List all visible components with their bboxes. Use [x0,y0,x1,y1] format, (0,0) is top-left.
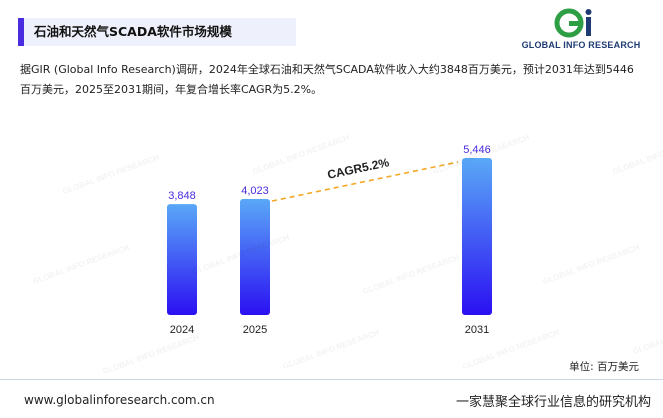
value-label-2024: 3,848 [168,190,196,202]
bar-2025 [240,199,270,315]
category-label-2031: 2031 [465,324,489,336]
value-label-2025: 4,023 [241,185,269,197]
bar-2024 [167,204,197,315]
bar-2031 [462,158,492,315]
header-bar [18,18,296,46]
logo: GLOBAL INFO RESEARCH [516,8,646,56]
summary-text: 据GIR (Global Info Research)调研，2024年全球石油和… [20,63,634,96]
logo-text: GLOBAL INFO RESEARCH [521,40,641,50]
unit-label: 单位: 百万美元 [569,361,639,373]
footer-divider [0,379,663,380]
website-link[interactable]: www.globalinforesearch.com.cn [24,393,215,407]
page-title: 石油和天然气SCADA软件市场规模 [34,24,232,39]
header-accent [18,18,24,46]
category-label-2025: 2025 [243,324,267,336]
category-label-2024: 2024 [170,324,194,336]
logo-mark-icon [554,8,592,38]
footer-slogan: 一家慧聚全球行业信息的研究机构 [455,395,651,410]
value-label-2031: 5,446 [463,144,491,156]
cagr-trend-line [271,161,459,202]
